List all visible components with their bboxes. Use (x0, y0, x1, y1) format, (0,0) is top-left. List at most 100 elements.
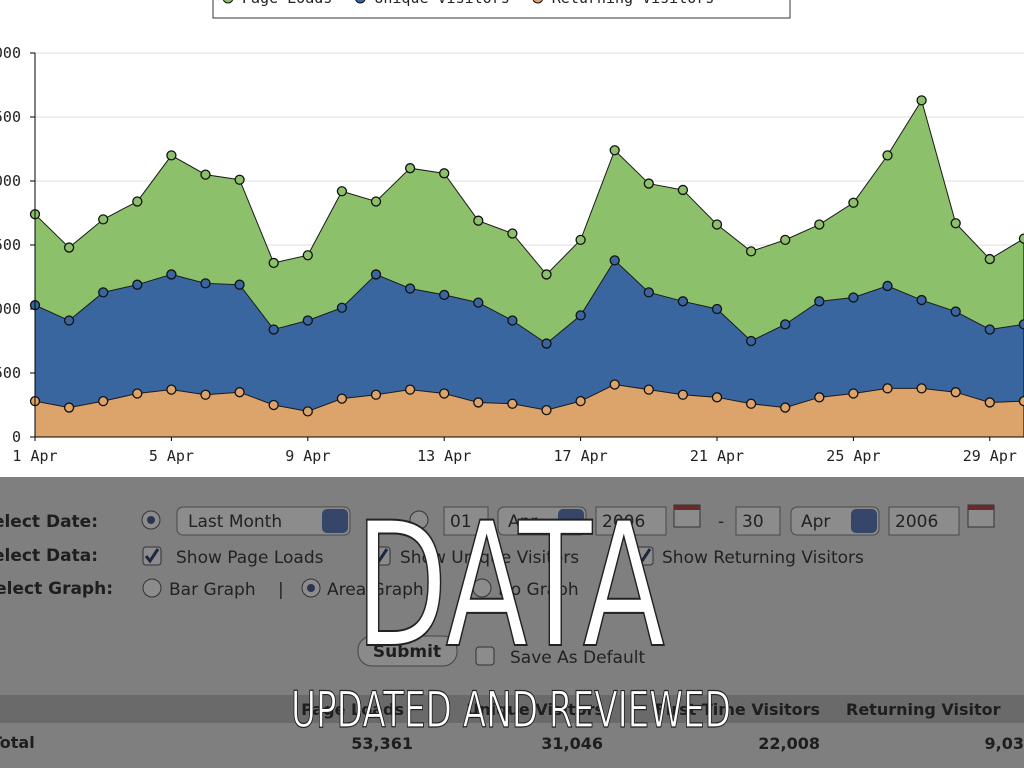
point (609, 255, 620, 266)
point (404, 163, 416, 174)
point (814, 219, 825, 230)
point (575, 310, 586, 321)
x-tick-label: 1 Apr (12, 447, 57, 465)
point (234, 387, 245, 398)
point (984, 253, 995, 265)
point (916, 294, 927, 306)
overlay-subtitle: UPDATED AND REVIEWED (291, 681, 731, 739)
point (814, 296, 825, 307)
point (780, 234, 791, 246)
point (711, 219, 723, 230)
point (302, 406, 313, 417)
table-header: Returning Visitor (846, 700, 1001, 719)
radio[interactable] (142, 578, 162, 598)
point (745, 246, 757, 257)
point (780, 319, 791, 330)
x-tick-label: 25 Apr (826, 447, 880, 465)
input[interactable] (888, 506, 960, 536)
checkmark (636, 548, 652, 564)
checkbox[interactable] (475, 646, 495, 666)
input[interactable] (595, 506, 667, 536)
separator: - (718, 512, 724, 532)
point (473, 397, 484, 408)
point (882, 280, 893, 292)
point (234, 279, 245, 290)
y-tick-label: 2000 (0, 172, 21, 190)
point (336, 186, 348, 197)
table-header: Unique Visitors (466, 700, 604, 719)
point (507, 228, 518, 239)
table-cell: 22,008 (758, 734, 820, 753)
point (882, 150, 893, 161)
radio[interactable] (409, 510, 429, 530)
select-value: Last Month (188, 512, 282, 532)
select-arrow (322, 509, 348, 533)
calendar-top (674, 505, 700, 510)
point (848, 292, 859, 303)
radio-dot (147, 516, 155, 524)
select-arrow (851, 509, 877, 533)
legend-box (212, 0, 791, 19)
point (916, 95, 927, 106)
legend: Page Loads Unique Visitors Returning Visit… (222, 0, 714, 7)
input[interactable] (735, 506, 781, 536)
radio-label: No Graph (498, 580, 579, 600)
submit-button[interactable] (357, 635, 458, 667)
radio-dot (307, 584, 315, 592)
select-arrow (558, 509, 584, 533)
point (370, 389, 382, 400)
divider: | (278, 580, 284, 600)
calendar-top (968, 505, 994, 510)
point (132, 388, 143, 399)
chart: 0 500 1000 1500 2000 2500 3000 1 Apr 5 Apr 9 Apr 1… (0, 44, 1024, 465)
point (302, 250, 313, 261)
radio-label: Area Graph (327, 580, 424, 600)
point (643, 178, 654, 189)
table-cell: 9,03 (985, 734, 1024, 753)
point (609, 379, 620, 390)
point (268, 324, 279, 335)
point (950, 218, 961, 229)
point (984, 324, 995, 335)
radio[interactable] (472, 578, 492, 598)
point (950, 387, 961, 398)
point (98, 287, 109, 298)
button-label: Submit (373, 642, 441, 662)
checkmark (373, 548, 389, 564)
point (439, 168, 450, 179)
point (609, 145, 620, 156)
point (677, 389, 689, 400)
input-value: 01 (450, 512, 472, 532)
table-header-band (0, 695, 1024, 723)
select[interactable] (176, 506, 351, 536)
checkbox-label: Show Returning Visitors (662, 548, 864, 568)
input-value: 2006 (602, 512, 645, 532)
point (200, 169, 211, 180)
point (200, 389, 211, 400)
y-tick-label: 1500 (0, 236, 21, 254)
point (439, 289, 450, 301)
legend-marker (222, 0, 234, 4)
point (404, 283, 416, 294)
point (200, 278, 211, 289)
input[interactable] (443, 506, 489, 536)
point (745, 335, 757, 347)
point (541, 404, 552, 416)
y-tick-label: 1000 (0, 300, 21, 318)
radio-label: Bar Graph (169, 580, 256, 600)
table-cell: 31,046 (541, 734, 603, 753)
point (677, 296, 689, 307)
table-header: First Time Visitors (655, 700, 820, 719)
point (643, 287, 654, 298)
input-value: 2006 (895, 512, 938, 532)
point (916, 383, 927, 394)
point (575, 396, 586, 407)
y-tick-label: 3000 (0, 44, 21, 62)
point (63, 315, 75, 326)
input-value: 30 (742, 512, 764, 532)
point (63, 242, 75, 253)
point (745, 398, 757, 409)
point (336, 302, 348, 313)
